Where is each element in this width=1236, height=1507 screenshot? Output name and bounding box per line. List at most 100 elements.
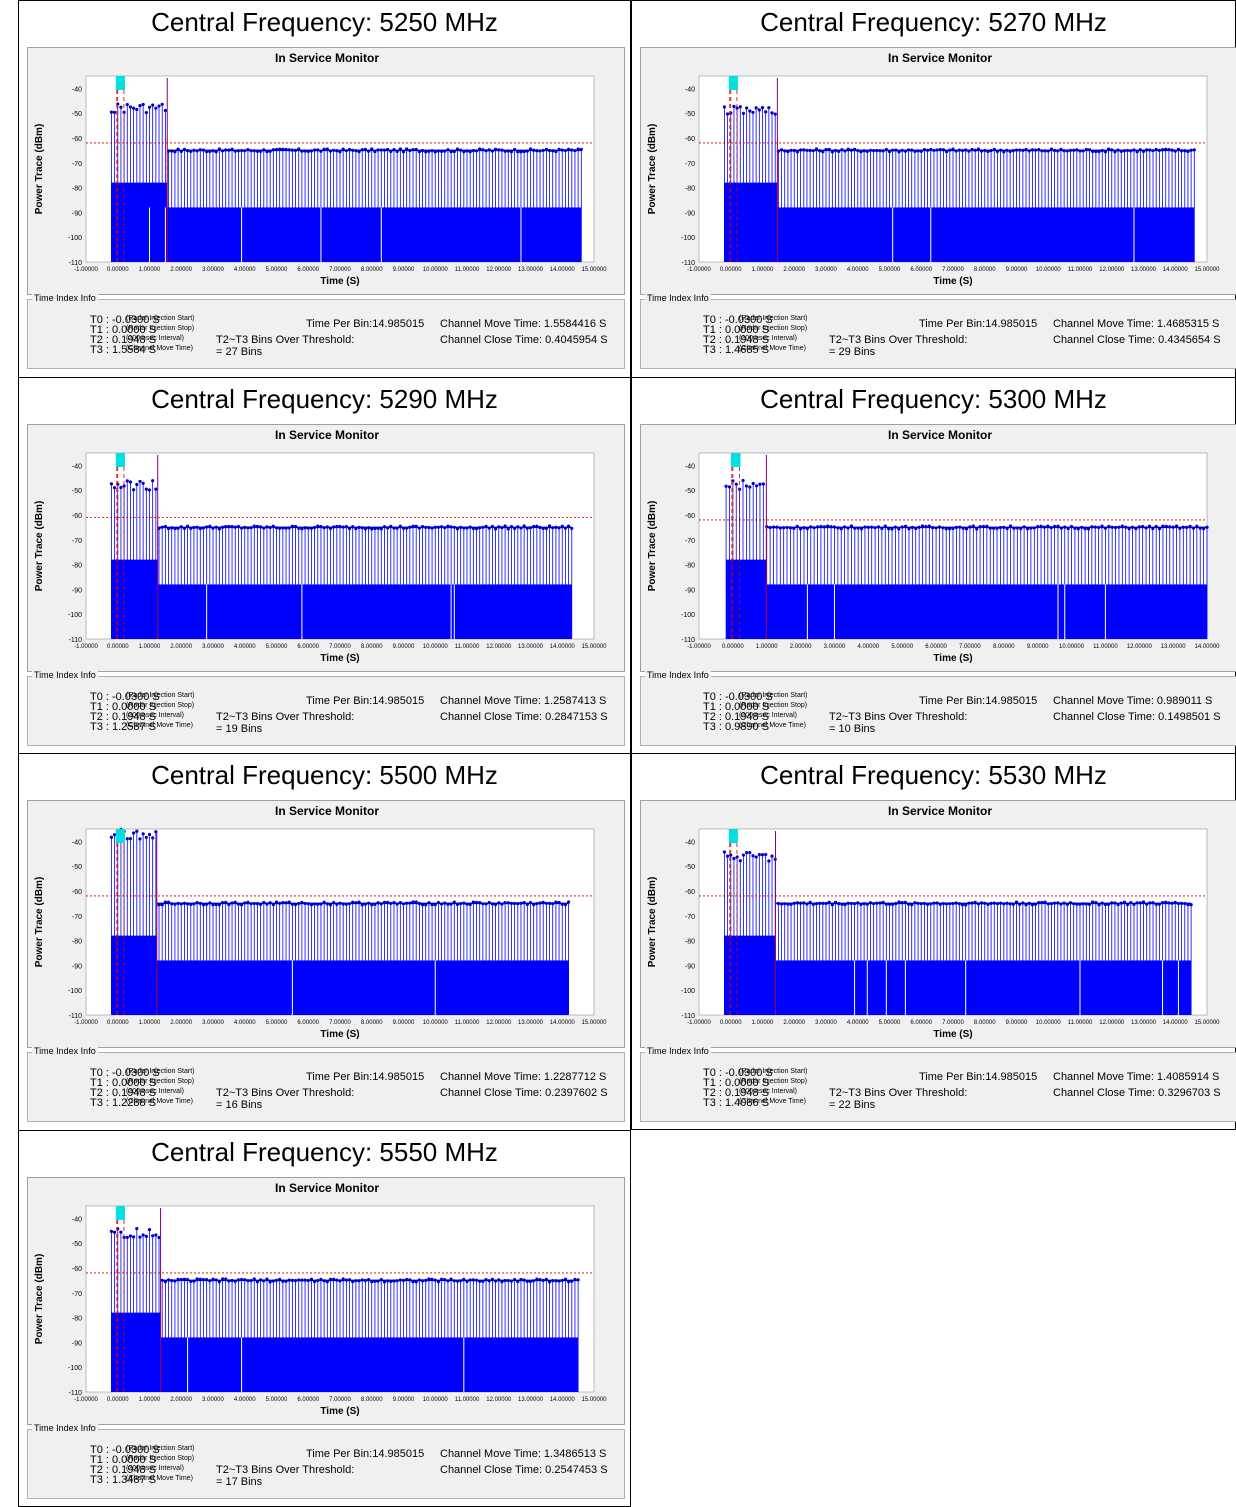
- y-tick-label: -40: [72, 463, 82, 470]
- x-tick-label: 1.00000: [139, 267, 161, 273]
- power-point: [147, 105, 152, 109]
- power-point: [751, 854, 755, 858]
- y-tick-label: -80: [72, 563, 82, 570]
- channel-move-time: Channel Move Time: 1.3486513 S: [440, 1448, 607, 1460]
- chart-cell: Central Frequency: 5530 MHz In Service Mo…: [631, 753, 1236, 1130]
- t-index-note: (Channel Move Time): [126, 1475, 193, 1482]
- time-index-info: Time Index Info T0 : -0.0300 S (Radar Inje…: [27, 1046, 625, 1122]
- t-index-value: T3 : 1.4685 S: [703, 344, 770, 356]
- x-tick-label: 6.00000: [297, 267, 319, 273]
- x-tick-label: 9.00000: [393, 1397, 415, 1403]
- x-tick-label: -1.00000: [74, 1020, 98, 1026]
- x-tick-label: 7.00000: [329, 644, 351, 650]
- x-tick-label: 13.00000: [518, 1397, 544, 1403]
- power-point: [144, 835, 148, 840]
- power-point: [734, 482, 738, 486]
- y-tick-label: -100: [68, 1365, 82, 1372]
- y-tick-label: -100: [681, 988, 695, 995]
- y-tick-label: -110: [69, 1390, 83, 1397]
- t-index-note: (200msec Interval): [739, 712, 797, 719]
- x-tick-label: 10.00000: [1036, 267, 1062, 273]
- x-tick-label: 10.00000: [423, 267, 449, 273]
- plot-svg: In Service Monitor -110 -100 -90 -80 -70 -60 -5…: [647, 804, 1220, 1040]
- t-index-note: (Radar Injection Stop): [126, 1078, 195, 1085]
- x-tick-label: 4.00000: [847, 267, 869, 273]
- power-point: [147, 488, 152, 492]
- x-tick-label: 3.00000: [202, 1020, 224, 1026]
- t-marker-highlight: [115, 1206, 125, 1220]
- power-point: [109, 110, 113, 114]
- x-tick-label: 9.00000: [393, 267, 415, 273]
- x-tick-label: -1.00000: [74, 1397, 98, 1403]
- time-per-bin: Time Per Bin:14.985015: [919, 695, 1038, 707]
- bins-over-threshold-value: = 10 Bins: [829, 723, 876, 735]
- time-index-info: Time Index Info T0 : -0.0300 S (Radar Inje…: [27, 670, 625, 746]
- t-index-value: T2 : 0.1948 S: [90, 1464, 157, 1476]
- power-point: [729, 853, 733, 857]
- chart-title: In Service Monitor: [275, 1181, 379, 1195]
- y-axis-label: Power Trace (dBm): [34, 877, 45, 968]
- power-point: [754, 484, 759, 488]
- t-index-value: T0 : -0.0300 S: [90, 691, 160, 703]
- x-tick-label: 12.00000: [486, 644, 512, 650]
- channel-move-time: Channel Move Time: 1.5584416 S: [440, 318, 607, 330]
- power-point: [132, 831, 136, 835]
- y-tick-label: -50: [72, 1241, 82, 1248]
- x-tick-label: -1.00000: [74, 644, 98, 650]
- noise-band: [111, 935, 157, 1015]
- chart-title: In Service Monitor: [275, 51, 379, 65]
- t-index-note: (Radar Injection Stop): [126, 325, 195, 332]
- cell-title: Central Frequency: 5530 MHz: [760, 760, 1107, 790]
- t-index-note: (Radar Injection Start): [126, 1445, 195, 1452]
- power-point: [160, 102, 164, 106]
- t-index-value: T1 : 0.0000 S: [703, 701, 770, 713]
- bins-over-threshold-label: T2~T3 Bins Over Threshold:: [829, 334, 968, 346]
- y-tick-label: -110: [682, 260, 696, 267]
- x-tick-label: 0.00000: [720, 267, 742, 273]
- power-point: [128, 480, 133, 484]
- x-tick-label: 1.00000: [139, 1397, 161, 1403]
- info-legend: Time Index Info: [645, 670, 711, 680]
- t-index-value: T1 : 0.0000 S: [703, 324, 770, 336]
- x-tick-label: 4.00000: [234, 1397, 256, 1403]
- chart-title: In Service Monitor: [888, 428, 992, 442]
- time-index-info: Time Index Info T0 : -0.0300 S (Radar Inje…: [27, 293, 625, 369]
- x-tick-label: 4.00000: [234, 267, 256, 273]
- x-tick-label: 5.00000: [879, 1020, 901, 1026]
- power-point: [764, 110, 768, 114]
- t-index-value: T3 : 1.5584 S: [90, 344, 157, 356]
- x-tick-label: 10.00000: [423, 1020, 449, 1026]
- y-tick-label: -40: [685, 86, 695, 93]
- y-tick-label: -60: [685, 513, 695, 520]
- power-point: [109, 482, 113, 486]
- time-per-bin: Time Per Bin:14.985015: [306, 695, 425, 707]
- y-tick-label: -70: [72, 161, 82, 168]
- x-tick-label: 10.00000: [1036, 1020, 1062, 1026]
- y-tick-label: -60: [72, 513, 82, 520]
- t-marker-highlight: [728, 829, 738, 843]
- power-point: [135, 829, 139, 833]
- channel-move-time: Channel Move Time: 1.2287712 S: [440, 1071, 607, 1083]
- plot-svg: In Service Monitor -110 -100 -90 -80 -70 -60 -5…: [647, 51, 1220, 287]
- t-index-note: (Radar Injection Start): [126, 1068, 195, 1075]
- t-index-note: (Channel Move Time): [739, 1098, 806, 1105]
- t-index-value: T0 : -0.0300 S: [703, 1067, 773, 1079]
- power-point: [109, 835, 113, 839]
- bins-over-threshold-label: T2~T3 Bins Over Threshold:: [216, 711, 355, 723]
- power-point: [764, 852, 768, 857]
- x-tick-label: 3.00000: [815, 1020, 837, 1026]
- plot-svg: In Service Monitor -110 -100 -90 -80 -70 -60 -5…: [34, 1181, 607, 1417]
- channel-close-time: Channel Close Time: 0.2547453 S: [440, 1464, 608, 1476]
- y-tick-label: -50: [72, 111, 82, 118]
- t-marker-highlight: [115, 453, 125, 467]
- x-tick-label: 7.00000: [942, 267, 964, 273]
- x-tick-label: 2.00000: [783, 267, 805, 273]
- power-point: [748, 485, 752, 489]
- t-index-value: T0 : -0.0300 S: [703, 314, 773, 326]
- t-index-value: T0 : -0.0300 S: [90, 1444, 160, 1456]
- x-tick-label: 14.00000: [1163, 267, 1189, 273]
- y-tick-label: -110: [69, 260, 83, 267]
- power-point: [112, 833, 117, 837]
- y-tick-label: -70: [72, 914, 82, 921]
- power-point: [757, 852, 761, 857]
